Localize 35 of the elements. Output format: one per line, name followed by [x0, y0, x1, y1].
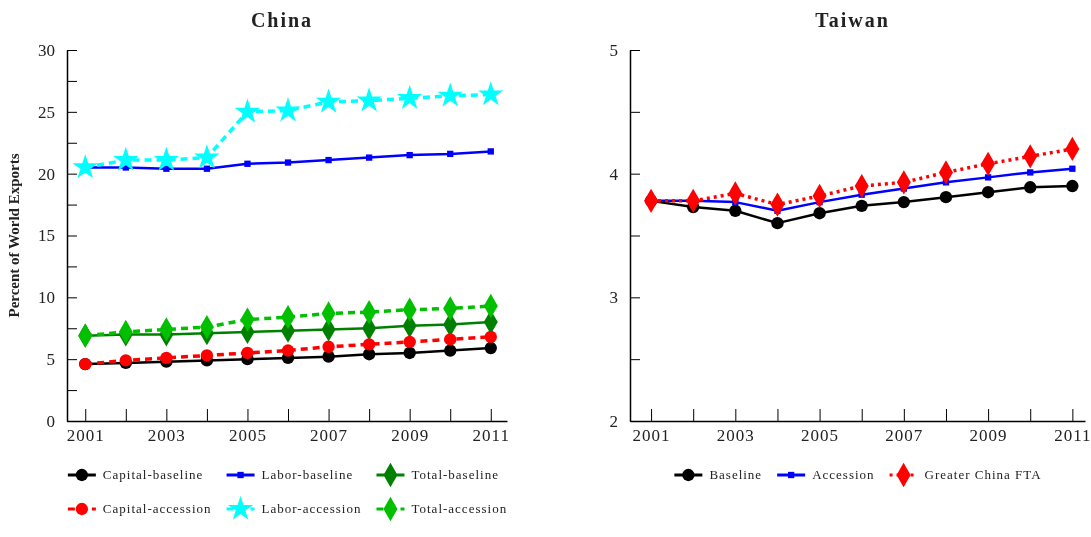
y-tick-label: 20: [38, 164, 55, 184]
legend-label: Accession: [812, 467, 875, 482]
chart-title: China: [250, 9, 314, 31]
legend-label: Total-accession: [411, 501, 508, 516]
x-tick-label: 2011: [1054, 426, 1091, 446]
x-tick-label: 2009: [969, 426, 1008, 446]
y-tick-label: 4: [609, 164, 619, 184]
y-axis-title: Percent of World Exports: [6, 153, 22, 318]
x-tick-label: 2005: [228, 426, 267, 446]
y-tick-label: 5: [46, 350, 55, 370]
legend-label: Total-baseline: [411, 467, 499, 482]
legend-label: Capital-accession: [102, 501, 212, 516]
y-tick-label: 3: [609, 288, 618, 308]
legend-label: Capital-baseline: [102, 467, 204, 482]
legend-label: Labor-baseline: [261, 467, 354, 482]
y-tick-label: 15: [38, 226, 55, 246]
y-tick-label: 10: [38, 288, 55, 308]
legend-label: Labor-accession: [261, 501, 362, 516]
x-tick-label: 2009: [391, 426, 430, 446]
y-tick-label: 5: [609, 40, 618, 60]
x-tick-label: 2003: [147, 426, 186, 446]
x-tick-label: 2011: [472, 426, 510, 446]
legend-label: Baseline: [709, 467, 763, 482]
y-tick-label: 30: [38, 40, 55, 60]
legend-label: Greater China FTA: [924, 467, 1042, 482]
y-tick-label: 25: [38, 102, 55, 122]
chart-title: Taiwan: [815, 9, 890, 31]
x-tick-label: 2001: [632, 426, 671, 446]
x-tick-label: 2003: [716, 426, 755, 446]
y-tick-label: 2: [609, 411, 618, 431]
x-tick-label: 2005: [801, 426, 840, 446]
x-tick-label: 2007: [885, 426, 924, 446]
x-tick-label: 2001: [66, 426, 105, 446]
x-tick-label: 2007: [310, 426, 349, 446]
y-tick-label: 0: [46, 411, 55, 431]
